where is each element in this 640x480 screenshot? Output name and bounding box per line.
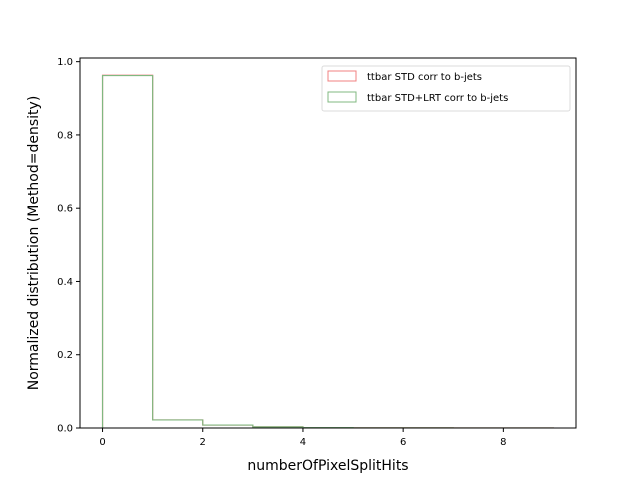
y-tick-label: 0.0 [57, 424, 73, 435]
y-tick-label: 0.8 [57, 130, 73, 141]
legend-label-std: ttbar STD corr to b-jets [367, 72, 482, 83]
y-tick-label: 1.0 [57, 57, 73, 68]
x-tick-label: 0 [99, 437, 105, 448]
x-tick-label: 4 [300, 437, 306, 448]
y-tick-label: 0.2 [57, 350, 73, 361]
y-tick-label: 0.6 [57, 204, 73, 215]
plot-frame [79, 57, 577, 429]
x-axis-label: numberOfPixelSplitHits [247, 458, 408, 474]
legend-label-std-lrt: ttbar STD+LRT corr to b-jets [367, 93, 508, 104]
legend-swatch-std-lrt [327, 91, 357, 103]
legend: ttbar STD corr to b-jets ttbar STD+LRT c… [321, 65, 571, 112]
y-tick-label: 0.4 [57, 277, 73, 288]
x-tick-label: 2 [200, 437, 206, 448]
x-tick-label: 8 [500, 437, 506, 448]
legend-box [321, 65, 571, 112]
x-tick-label: 6 [400, 437, 406, 448]
y-axis-label: Normalized distribution (Method=density) [26, 96, 42, 391]
y-axis-ticks: 0.0 0.2 0.4 0.6 0.8 1.0 [57, 57, 80, 435]
x-axis-ticks: 0 2 4 6 8 [99, 428, 507, 448]
legend-swatch-std [327, 70, 357, 82]
